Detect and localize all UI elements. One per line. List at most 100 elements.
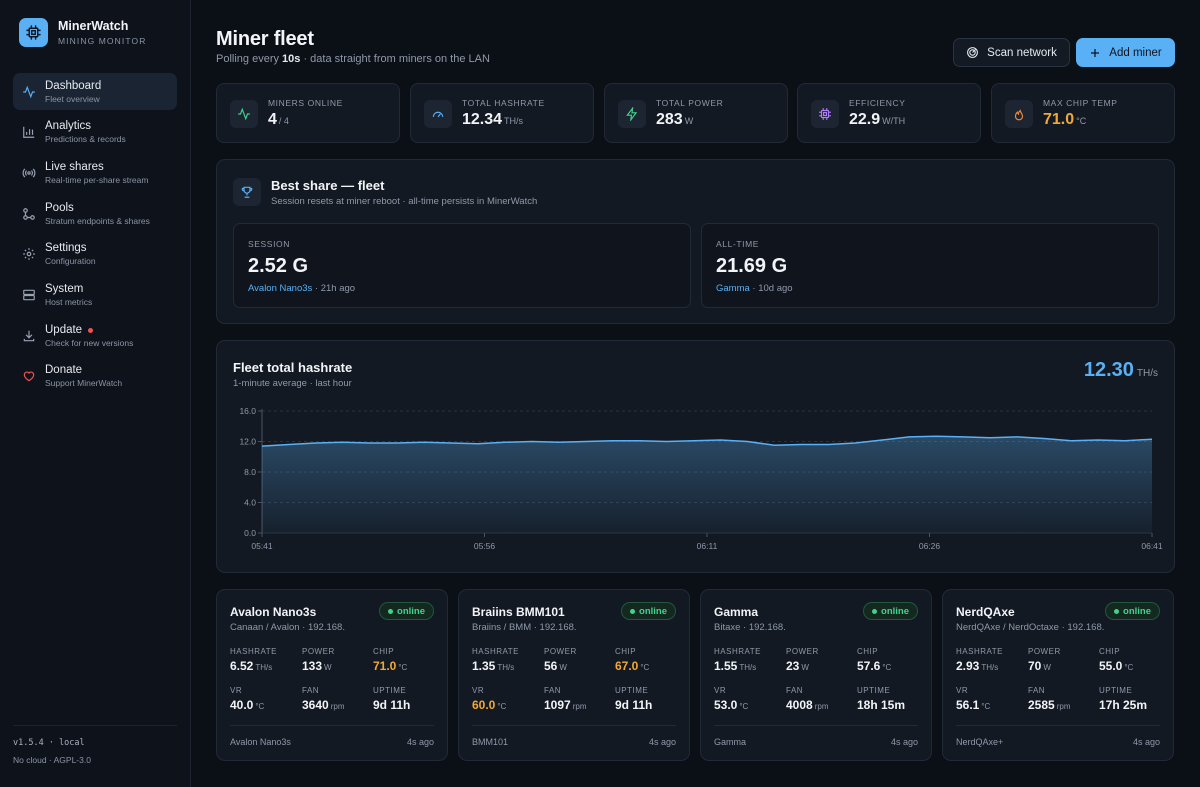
hashrate-number: 1.55 [714, 659, 738, 673]
sidebar-item-desc: Fleet overview [45, 93, 100, 104]
activity-icon [230, 100, 258, 128]
update-available-dot [88, 327, 94, 333]
sidebar-item-update[interactable]: Update Check for new versions [13, 317, 177, 354]
stat-label: TOTAL HASHRATE [462, 98, 545, 108]
best-share-panel: Best share — fleet Session resets at min… [216, 159, 1175, 324]
best-share-subtitle: Session resets at miner reboot · all-tim… [271, 196, 538, 207]
unit: °C [739, 702, 749, 711]
sidebar-item-settings[interactable]: Settings Configuration [13, 236, 177, 273]
sidebar-item-analytics[interactable]: Analytics Predictions & records [13, 114, 177, 151]
bolt-icon [618, 100, 646, 128]
alltime-miner-link[interactable]: Gamma [716, 283, 750, 294]
last-seen: 4s ago [1132, 737, 1160, 747]
trophy-icon [233, 178, 261, 206]
chip-temp-value: 67.0 °C [615, 659, 649, 673]
unit: °C [640, 663, 650, 672]
stat-label: MAX CHIP TEMP [1043, 98, 1118, 108]
hashrate-number: 2.93 [956, 659, 980, 673]
stat-value: 283 W [656, 111, 693, 129]
hashrate-value: 1.55 TH/s [714, 659, 756, 673]
miner-hostname: Avalon Nano3s [230, 737, 291, 747]
sidebar-item-live-shares[interactable]: Live shares Real-time per-share stream [13, 154, 177, 191]
subtitle-suffix: · data straight from miners on the LAN [300, 53, 490, 65]
miners-total: / 4 [278, 116, 289, 126]
fan-number: 2585 [1028, 698, 1055, 712]
unit: °C [882, 663, 892, 672]
y-tick-label: 4.0 [244, 498, 256, 508]
last-seen: 4s ago [406, 737, 434, 747]
status-badge: online [379, 602, 434, 620]
miner-name: Avalon Nano3s [230, 605, 317, 619]
fan-label: FAN [786, 686, 804, 695]
scan-network-button[interactable]: Scan network [953, 38, 1070, 67]
power-number: 56 [544, 659, 558, 673]
hashrate-number: 1.35 [472, 659, 496, 673]
current-hashrate-value: 12.30 [1083, 359, 1134, 381]
miner-model-ip: Bitaxe · 192.168. [714, 622, 786, 633]
brand[interactable]: MinerWatch MINING MONITOR [19, 18, 146, 47]
alltime-best-meta: Gamma · 10d ago [716, 283, 793, 294]
unit: TH/s [255, 663, 273, 672]
y-tick-label: 12.0 [239, 437, 256, 447]
unit: °C [255, 702, 265, 711]
sidebar-item-desc: Predictions & records [45, 134, 126, 145]
vr-temp-number: 60.0 [472, 698, 496, 712]
vr-label: VR [230, 686, 243, 695]
hashrate-area-chart[interactable]: 0.0 4.0 8.0 12.0 16.0 05:41 05:56 06:11 06:26 06:… [217, 341, 1176, 574]
status-text: online [397, 605, 425, 617]
sidebar-item-label: Settings [45, 242, 87, 255]
chip-temp-value: 55.0 °C [1099, 659, 1133, 673]
sidebar-item-system[interactable]: System Host metrics [13, 276, 177, 313]
uptime-value: 9d 11h [373, 698, 411, 712]
chip-icon [811, 100, 839, 128]
miner-card[interactable]: NerdQAxe NerdQAxe / NerdOctaxe · 192.168.… [942, 589, 1174, 761]
sidebar-item-label: System [45, 282, 84, 295]
stat-card-max-chip-temp: MAX CHIP TEMP 71.0 °C [991, 83, 1175, 143]
divider [956, 725, 1160, 726]
scan-network-label: Scan network [987, 46, 1057, 59]
heart-icon [22, 369, 36, 383]
fan-number: 3640 [302, 698, 329, 712]
sidebar-nav: Dashboard Fleet overview Analytics Predict… [13, 73, 177, 399]
page-title: Miner fleet [216, 28, 314, 50]
uptime-value: 9d 11h [615, 698, 653, 712]
miner-card[interactable]: Gamma Bitaxe · 192.168. online HASHRATE POWE… [700, 589, 932, 761]
fan-label: FAN [1028, 686, 1046, 695]
vr-temp-value: 60.0 °C [472, 698, 506, 712]
sidebar-item-label: Dashboard [45, 79, 102, 92]
polling-interval: 10s [282, 53, 301, 65]
add-miner-button[interactable]: Add miner [1076, 38, 1175, 67]
unit: °C [981, 702, 991, 711]
miner-card[interactable]: Braiins BMM101 Braiins / BMM · 192.168. on… [458, 589, 690, 761]
power-value: 133 W [302, 659, 332, 673]
power-number: 133 [302, 659, 323, 673]
broadcast-icon [22, 166, 36, 180]
miner-hostname: BMM101 [472, 737, 509, 747]
session-miner-link[interactable]: Avalon Nano3s [248, 283, 313, 294]
sidebar-item-pools[interactable]: Pools Stratum endpoints & shares [13, 195, 177, 232]
add-miner-label: Add miner [1109, 46, 1162, 59]
miner-hostname: NerdQAxe+ [956, 737, 1004, 747]
chip-temp-number: 71.0 [373, 659, 397, 673]
fan-number: 4008 [786, 698, 813, 712]
stat-label: MINERS ONLINE [268, 98, 343, 108]
power-label: POWER [786, 647, 819, 656]
miner-card[interactable]: Avalon Nano3s Canaan / Avalon · 192.168. o… [216, 589, 448, 761]
x-tick-label: 05:41 [251, 541, 273, 551]
status-text: online [639, 605, 667, 617]
chip-temp-number: 67.0 [615, 659, 639, 673]
hashrate-line [261, 435, 1153, 447]
sidebar-item-label: Donate [45, 364, 83, 377]
alltime-best-value: 21.69 G [716, 255, 788, 277]
gauge-icon [424, 100, 452, 128]
unit: TH/s [739, 663, 757, 672]
license-label: No cloud · AGPL-3.0 [13, 755, 91, 765]
chip-temp-number: 55.0 [1099, 659, 1123, 673]
miner-hostname: Gamma [714, 737, 747, 747]
fan-value: 2585 rpm [1028, 698, 1070, 712]
sidebar-item-donate[interactable]: Donate Support MinerWatch [13, 358, 177, 395]
stat-card-total-hashrate: TOTAL HASHRATE 12.34 TH/s [410, 83, 594, 143]
miner-model-ip: Braiins / BMM · 192.168. [472, 622, 577, 633]
sidebar-item-dashboard[interactable]: Dashboard Fleet overview [13, 73, 177, 110]
session-ago: · 21h ago [312, 283, 356, 294]
